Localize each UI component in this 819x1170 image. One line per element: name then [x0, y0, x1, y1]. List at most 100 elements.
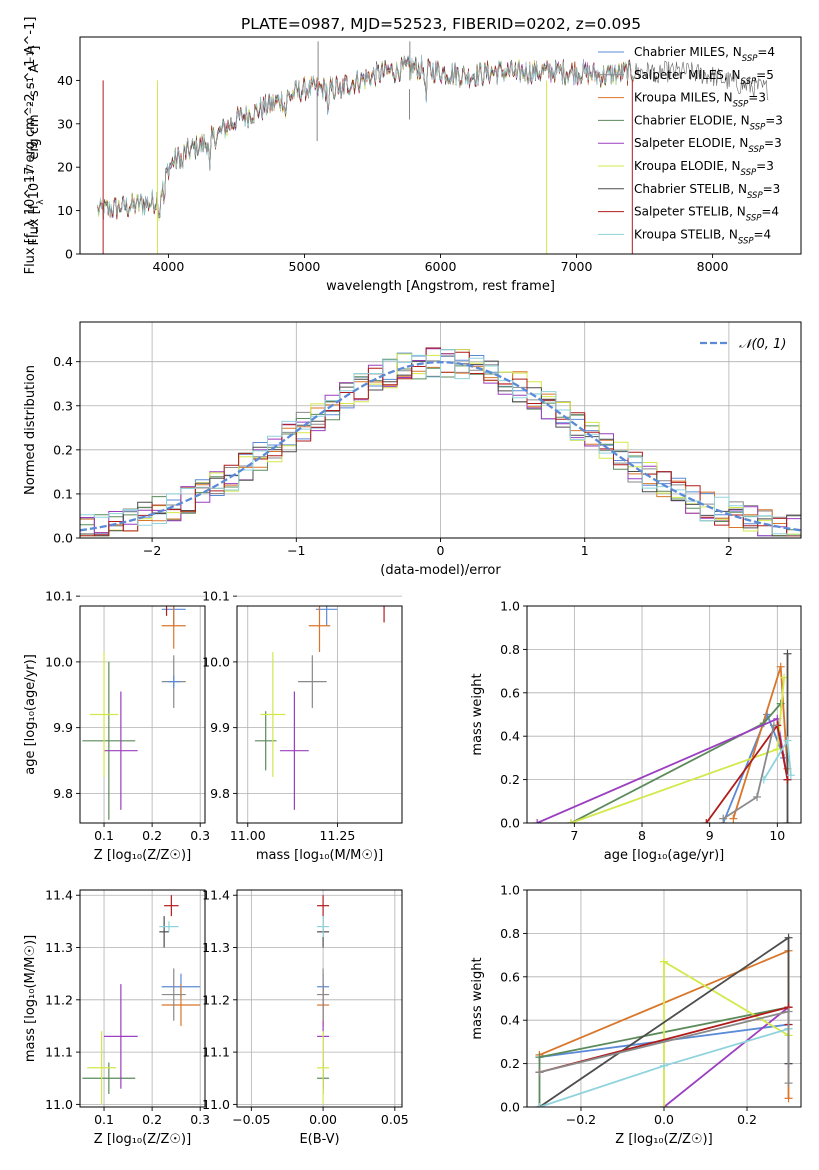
legend-entry-label: Salpeter STELIB, NSSP=4 — [634, 205, 779, 224]
y-tick-label: 11.4 — [45, 888, 73, 903]
legend-label-tail: =4 — [757, 45, 775, 59]
y-tick-label: 0.4 — [500, 729, 520, 744]
axes-frame — [79, 605, 206, 824]
y-axis-label: mass weight — [470, 957, 485, 1039]
plot-area — [533, 649, 795, 823]
y-tick-label: 0.8 — [500, 642, 520, 657]
plot-area — [317, 895, 330, 1105]
x-tick-label: 7 — [570, 828, 578, 843]
y-axis-label-part: s — [27, 90, 42, 101]
legend-label-sub: SSP — [741, 168, 757, 178]
legend-label-main: Salpeter STELIB, N — [634, 205, 746, 219]
x-tick-label: 0.1 — [94, 828, 114, 843]
x-tick-label: 1 — [581, 543, 589, 558]
mass-weight-line — [722, 712, 785, 823]
y-axis-label-part: Flux [f — [27, 204, 42, 245]
legend-label-tail: =3 — [763, 182, 781, 196]
mass-weight-line — [663, 1005, 790, 1107]
y-tick-label: 11.1 — [45, 1045, 73, 1060]
x-tick-label: 0.3 — [190, 1112, 210, 1127]
y-tick-label: 20 — [57, 160, 73, 175]
x-axis-label: (data-model)/error — [380, 563, 501, 578]
y-tick-label: 11.2 — [202, 992, 230, 1007]
model-spectrum-line — [97, 55, 634, 220]
plot-area — [535, 933, 793, 1107]
x-axis-label: age [log₁₀(age/yr)] — [604, 848, 725, 863]
y-tick-label: 11.3 — [45, 940, 73, 955]
plot-area — [254, 606, 385, 810]
y-axis-label-part: A — [27, 64, 42, 77]
mass-vs-ebv-panel: −0.05 0.00 0.05 11.0 11.1 11.2 11.3 11.4 E(B-V) — [202, 888, 409, 1147]
massweight-vs-metallicity-panel: −0.2 0.0 0.2 0.0 0.2 0.4 0.6 0.8 1.0 Z [log₁₀(Z/Z… — [470, 883, 802, 1147]
y-tick-label: 30 — [57, 116, 73, 131]
legend-label-tail: =3 — [765, 113, 783, 127]
x-tick-label: 0.00 — [309, 1112, 337, 1127]
y-tick-label: 0.4 — [500, 1013, 520, 1028]
x-tick-label: 11.25 — [320, 828, 356, 843]
y-axis-label-part: −17 — [26, 164, 36, 183]
y-tick-label: 0.3 — [53, 398, 73, 413]
legend-entry-label: Chabrier ELODIE, NSSP=3 — [634, 113, 783, 132]
x-tick-label: 4000 — [153, 259, 185, 274]
x-axis-label: Z [log₁₀(Z/Z☉)] — [94, 1132, 191, 1147]
y-axis-label: age [log₁₀(age/yr)] — [23, 654, 38, 775]
plot-area — [82, 895, 201, 1105]
y-axis-label: Normed distribution — [23, 365, 38, 495]
legend-label-tail: =3 — [756, 159, 774, 173]
y-axis-label-part: −1 — [26, 51, 36, 64]
legend-label-sub: SSP — [750, 122, 766, 132]
legend-label-tail: =4 — [761, 205, 779, 219]
y-axis-label: mass [log₁₀(M/M☉)] — [23, 935, 38, 1062]
legend-label-sub: SSP — [748, 145, 764, 155]
y-tick-label: 0.2 — [500, 772, 520, 787]
legend-entry-label: Kroupa MILES, NSSP=3 — [634, 91, 766, 110]
y-axis-label-part: erg cm — [27, 114, 42, 163]
plot-area — [80, 347, 801, 537]
y-tick-label: 9.9 — [210, 720, 230, 735]
legend: 𝒩(0, 1) — [700, 337, 786, 352]
legend-label-main: Chabrier MILES, N — [634, 45, 742, 59]
x-tick-label: 8000 — [697, 259, 729, 274]
age-vs-metallicity-panel: 0.1 0.2 0.3 9.8 9.9 10.0 10.1 Z [log₁₀(Z/Z☉)] ag… — [23, 589, 210, 863]
y-axis-label-part: 10 — [27, 183, 42, 200]
y-tick-label: 1.0 — [500, 883, 520, 898]
y-tick-label: 0 — [65, 247, 73, 262]
y-tick-label: 11.4 — [202, 888, 230, 903]
legend-label-sub: SSP — [742, 54, 758, 64]
x-axis-label: Z [log₁₀(Z/Z☉)] — [94, 848, 191, 863]
y-axis-label-part: λ — [36, 199, 46, 205]
y-tick-label: 11.0 — [45, 1097, 73, 1112]
y-tick-label: 0.0 — [53, 531, 73, 546]
x-axis-label: mass [log₁₀(M/M☉)] — [256, 848, 383, 863]
x-tick-label: 0.2 — [142, 1112, 162, 1127]
plot-area — [82, 606, 186, 820]
axes-frame — [236, 605, 403, 824]
legend-label-main: Chabrier STELIB, N — [634, 182, 747, 196]
x-tick-label: 6000 — [425, 259, 457, 274]
axes-frame — [236, 889, 403, 1108]
legend-entry-label: Chabrier MILES, NSSP=4 — [634, 45, 775, 64]
y-axis-label-part: ] — [27, 46, 42, 51]
x-tick-label: 8 — [638, 828, 646, 843]
x-tick-label: 0.2 — [142, 828, 162, 843]
x-tick-label: −1 — [287, 543, 305, 558]
x-tick-label: 0.2 — [737, 1112, 757, 1127]
y-axis-label: mass weight — [470, 673, 485, 755]
y-axis-label: Flux [f_λ 10^-17 erg cm^-2 s^-1 A^-1] — [23, 17, 38, 275]
x-tick-label: 11.00 — [230, 828, 266, 843]
y-tick-label: 9.8 — [53, 786, 73, 801]
y-tick-label: 11.0 — [202, 1097, 230, 1112]
y-tick-label: 0.4 — [53, 354, 73, 369]
age-vs-mass-panel: 11.00 11.25 9.8 9.9 10.0 10.1 mass [log₁₀(M/M☉… — [202, 589, 403, 863]
x-axis-label: Z [log₁₀(Z/Z☉)] — [615, 1132, 712, 1147]
normal-reference-curve — [80, 360, 801, 532]
y-tick-label: 11.1 — [202, 1045, 230, 1060]
x-tick-label: 0.3 — [190, 828, 210, 843]
x-tick-label: 0.0 — [654, 1112, 674, 1127]
x-tick-label: 0 — [437, 543, 445, 558]
y-tick-label: 10.0 — [202, 654, 230, 669]
legend-label-main: Kroupa MILES, N — [634, 91, 733, 105]
axes-frame — [79, 889, 206, 1108]
